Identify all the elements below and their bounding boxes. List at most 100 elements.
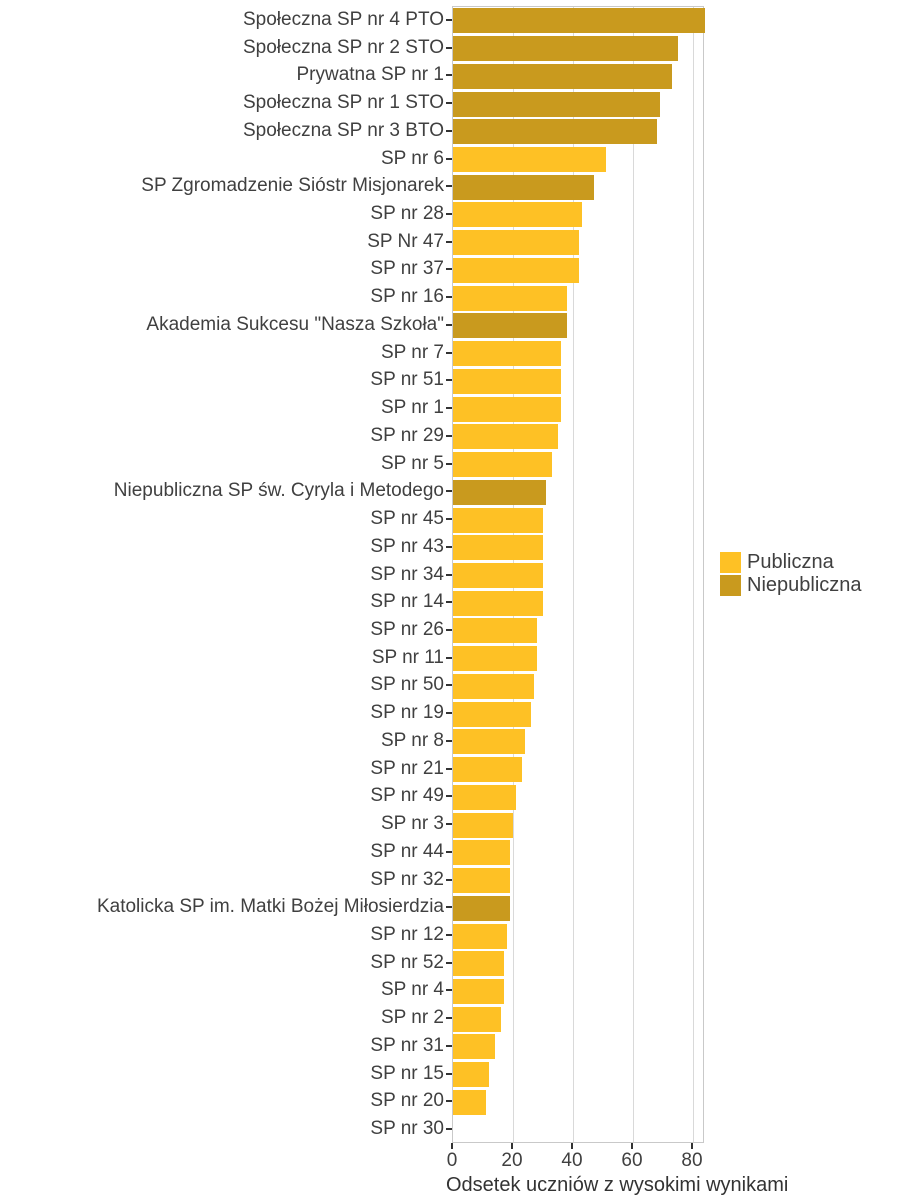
legend-label: Publiczna — [747, 551, 834, 573]
y-tick — [446, 268, 452, 271]
y-label: SP nr 11 — [371, 646, 444, 668]
bar — [453, 978, 504, 1004]
y-label: SP nr 34 — [370, 563, 444, 585]
y-label: SP nr 50 — [370, 674, 444, 696]
y-tick — [446, 906, 452, 909]
y-label: SP nr 51 — [370, 369, 444, 391]
y-label: Społeczna SP nr 1 STO — [242, 92, 444, 114]
x-tick-label: 60 — [621, 1150, 643, 1171]
bar — [453, 535, 543, 561]
y-tick — [446, 379, 452, 382]
bar — [453, 230, 579, 256]
y-tick — [446, 684, 452, 687]
bar — [453, 784, 516, 810]
y-label: SP nr 28 — [370, 202, 444, 224]
x-tick — [511, 1143, 513, 1149]
y-tick — [446, 323, 452, 326]
y-tick — [446, 878, 452, 881]
y-tick — [446, 18, 452, 21]
y-tick — [446, 46, 452, 49]
y-tick — [446, 407, 452, 410]
plot-panel — [452, 6, 705, 1143]
bar — [453, 1006, 501, 1032]
y-tick — [446, 462, 452, 465]
x-tick — [631, 1143, 633, 1149]
y-tick — [446, 434, 452, 437]
bar — [453, 563, 543, 588]
y-label: Niepubliczna SP św. Cyryla i Metodego — [113, 480, 444, 502]
y-label: Społeczna SP nr 4 PTO — [242, 8, 444, 30]
y-label: Akademia Sukcesu "Nasza Szkoła" — [146, 313, 444, 335]
y-tick — [446, 351, 452, 354]
y-label: SP nr 20 — [370, 1090, 444, 1112]
y-label: SP nr 37 — [370, 258, 444, 280]
gridline — [573, 7, 574, 1142]
bar — [453, 452, 552, 478]
bar — [453, 1089, 486, 1115]
x-tick-label: 40 — [561, 1150, 583, 1171]
x-tick — [571, 1143, 573, 1149]
legend: Publiczna Niepubliczna — [720, 551, 862, 597]
bar — [453, 341, 561, 367]
y-tick — [446, 823, 452, 826]
y-tick — [446, 795, 452, 798]
y-label: SP nr 8 — [380, 729, 444, 751]
y-label: SP nr 15 — [370, 1062, 444, 1084]
y-tick — [446, 1044, 452, 1047]
bar — [453, 951, 504, 977]
y-label: SP nr 31 — [370, 1034, 444, 1056]
y-tick — [446, 712, 452, 715]
y-tick — [446, 961, 452, 964]
bar — [453, 396, 561, 422]
bar — [453, 646, 537, 672]
y-label: SP nr 4 — [380, 979, 444, 1001]
y-tick — [446, 573, 452, 576]
legend-label: Niepubliczna — [747, 574, 862, 596]
bar — [453, 202, 582, 228]
y-tick — [446, 739, 452, 742]
x-tick-label: 0 — [446, 1150, 458, 1171]
x-tick-label: 80 — [681, 1150, 703, 1171]
bar — [453, 285, 567, 311]
y-tick — [446, 1100, 452, 1103]
y-tick — [446, 628, 452, 631]
x-tick — [691, 1143, 693, 1149]
y-tick — [446, 157, 452, 160]
legend-swatch-publiczna — [720, 552, 741, 573]
x-tick-label: 20 — [501, 1150, 523, 1171]
y-label: SP nr 26 — [370, 618, 444, 640]
y-tick — [446, 545, 452, 548]
y-tick — [446, 656, 452, 659]
y-label: SP nr 16 — [370, 286, 444, 308]
bar — [453, 63, 672, 89]
y-label: SP nr 5 — [380, 452, 444, 474]
y-label: SP nr 52 — [370, 951, 444, 973]
bar — [453, 618, 537, 644]
y-label: Społeczna SP nr 3 BTO — [242, 119, 444, 141]
y-label: SP Zgromadzenie Sióstr Misjonarek — [141, 175, 444, 197]
bar — [453, 368, 561, 394]
y-tick — [446, 74, 452, 77]
y-tick — [446, 989, 452, 992]
legend-item-publiczna: Publiczna — [720, 551, 862, 574]
y-tick — [446, 767, 452, 770]
bar — [453, 757, 522, 783]
bar — [453, 729, 525, 755]
bar — [453, 119, 657, 145]
y-label: Prywatna SP nr 1 — [296, 64, 444, 86]
y-tick — [446, 296, 452, 299]
y-label: SP nr 12 — [370, 924, 444, 945]
y-tick — [446, 934, 452, 936]
y-label: SP nr 45 — [370, 508, 444, 530]
bar — [453, 147, 606, 173]
y-tick — [446, 212, 452, 215]
bar — [453, 424, 558, 450]
y-label: Katolicka SP im. Matki Bożej Miłosierdzi… — [96, 896, 444, 918]
bar — [453, 91, 660, 117]
x-tick — [451, 1143, 453, 1149]
bar — [453, 868, 510, 894]
y-label: SP nr 30 — [370, 1118, 444, 1140]
y-tick — [446, 185, 452, 188]
bar — [453, 8, 705, 34]
bar — [453, 479, 546, 505]
